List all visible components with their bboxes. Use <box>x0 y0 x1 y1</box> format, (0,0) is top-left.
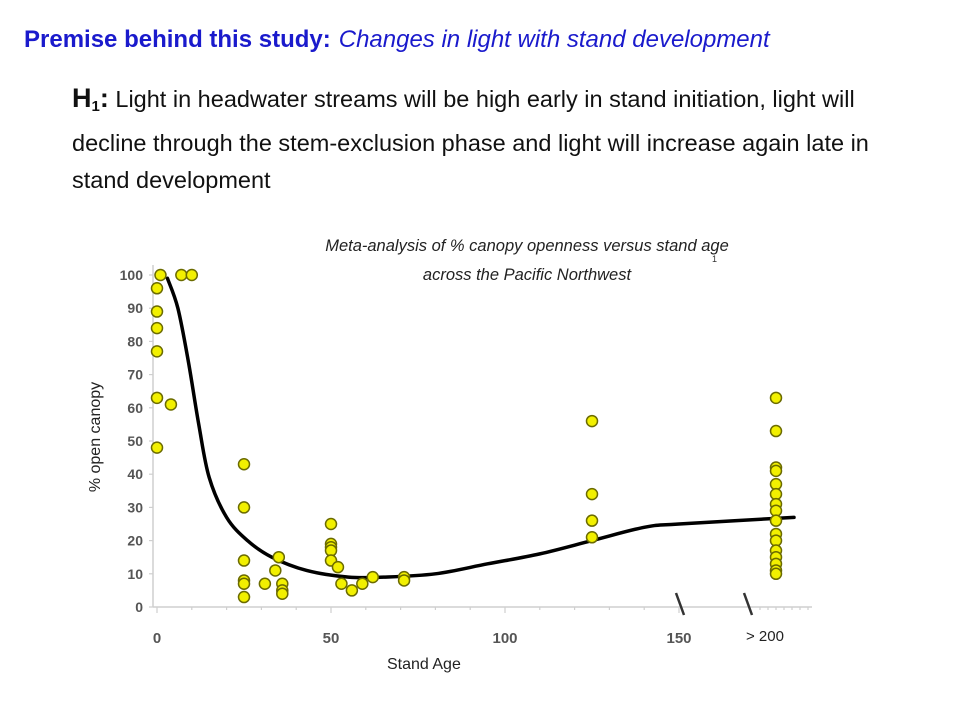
y-tick-label: 20 <box>127 533 143 549</box>
data-point <box>237 501 251 514</box>
data-point <box>150 305 164 318</box>
x-axis-label: Stand Age <box>387 656 461 673</box>
data-point <box>272 550 286 564</box>
axis-break-mark <box>742 592 754 616</box>
premise-heading: Premise behind this study: Changes in lig… <box>24 26 770 54</box>
y-tick-label: 10 <box>127 566 143 582</box>
y-tick-label: 80 <box>127 333 143 349</box>
data-point <box>585 487 599 501</box>
data-point <box>150 282 164 295</box>
caption-footnote: 1 <box>712 254 718 264</box>
data-point <box>769 514 783 527</box>
data-point <box>150 321 164 335</box>
data-point <box>276 587 289 600</box>
y-tick-label: 40 <box>127 466 143 482</box>
data-point <box>150 391 164 405</box>
y-tick-label: 50 <box>127 433 143 449</box>
premise-title: Changes in light with stand development <box>338 26 770 53</box>
data-point <box>150 345 164 358</box>
data-point <box>769 464 783 478</box>
y-tick-label: 100 <box>120 267 144 283</box>
data-point <box>356 577 369 591</box>
data-point <box>769 391 783 405</box>
data-point <box>585 414 599 428</box>
data-point <box>237 577 251 591</box>
y-axis-label: % open canopy <box>87 381 104 493</box>
data-point <box>258 577 272 591</box>
hypothesis-body: Light in headwater streams will be high … <box>72 86 869 193</box>
data-point <box>237 590 251 604</box>
hypothesis-colon: : <box>99 83 109 113</box>
y-tick-label: 0 <box>135 599 143 615</box>
data-point <box>175 268 188 282</box>
data-point <box>237 554 251 567</box>
hypothesis-label: H1: <box>72 83 109 115</box>
x-tick-label: 50 <box>323 630 340 647</box>
y-tick-label: 60 <box>127 400 143 416</box>
data-point <box>585 514 599 527</box>
x-tick-label: 150 <box>666 630 691 647</box>
data-point <box>269 564 282 577</box>
hypothesis-letter: H <box>72 83 92 113</box>
x-tick-over-200: > 200 <box>746 628 784 645</box>
hypothesis-text: H1: Light in headwater streams will be h… <box>72 80 932 199</box>
data-point <box>185 268 199 282</box>
y-tick-label: 70 <box>127 367 143 383</box>
data-point <box>397 574 411 587</box>
y-tick-label: 30 <box>127 499 143 515</box>
y-tick-label: 90 <box>127 300 143 316</box>
data-point <box>237 457 251 471</box>
axis-break-mark <box>674 592 686 616</box>
x-tick-label: 0 <box>153 630 161 647</box>
chart-caption: Meta-analysis of % canopy openness versu… <box>232 232 822 290</box>
data-point <box>150 441 164 454</box>
data-point <box>345 584 359 597</box>
caption-line-2: across the Pacific Northwest <box>422 266 632 284</box>
data-point <box>769 567 783 581</box>
data-point <box>324 517 338 531</box>
data-point <box>331 560 345 574</box>
data-point <box>164 398 178 411</box>
x-tick-label: 100 <box>492 630 517 647</box>
data-point <box>335 577 348 591</box>
data-point <box>366 570 380 584</box>
data-point <box>154 268 167 282</box>
caption-line-1: Meta-analysis of % canopy openness versu… <box>325 237 729 255</box>
data-point <box>585 531 599 544</box>
hypothesis-subscript: 1 <box>91 98 100 115</box>
trend-curve <box>165 276 796 580</box>
data-point <box>769 424 783 438</box>
premise-lead: Premise behind this study: <box>24 26 331 53</box>
